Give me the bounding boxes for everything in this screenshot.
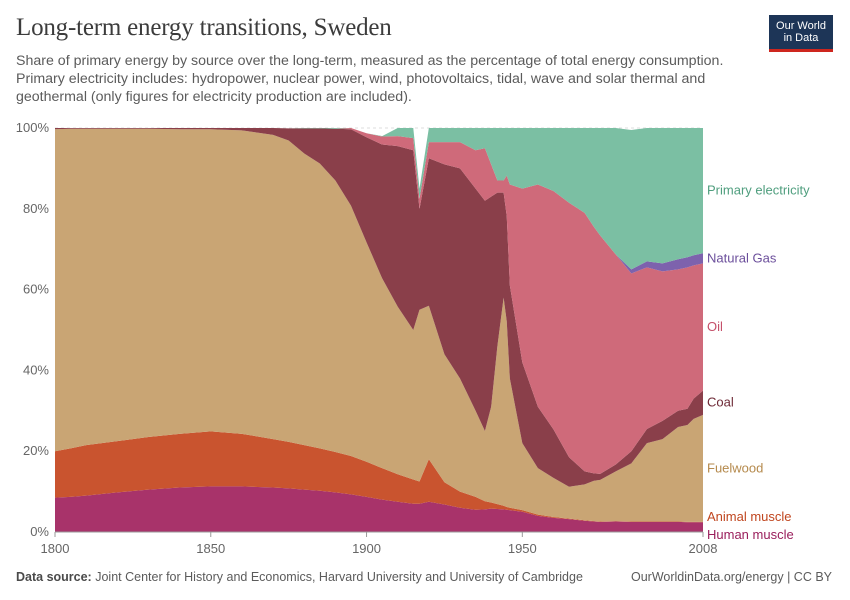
x-tick-label: 1800 xyxy=(41,541,70,556)
x-tick-label: 2008 xyxy=(689,541,718,556)
area-coal[interactable] xyxy=(55,128,703,487)
chart-subtitle: Share of primary energy by source over t… xyxy=(16,53,724,105)
label-oil: Oil xyxy=(707,319,723,334)
y-tick-label: 40% xyxy=(23,362,49,377)
y-tick-label: 60% xyxy=(23,282,49,297)
label-natural-gas: Natural Gas xyxy=(707,250,777,265)
area-fuelwood[interactable] xyxy=(55,128,703,522)
area-human-muscle[interactable] xyxy=(55,486,703,532)
y-tick-label: 0% xyxy=(30,524,49,539)
label-coal: Coal xyxy=(707,395,734,410)
y-axis-ticks: 0% 20% 40% 60% 80% 100% xyxy=(16,120,50,539)
owid-logo[interactable]: Our World in Data xyxy=(769,15,833,52)
series-labels: Primary electricity Natural Gas Oil Coal Fue… xyxy=(707,183,810,542)
x-tick-label: 1950 xyxy=(508,541,537,556)
x-tick-label: 1850 xyxy=(196,541,225,556)
data-source: Data source: Joint Center for History an… xyxy=(16,570,583,584)
area-oil[interactable] xyxy=(55,128,703,474)
label-animal-muscle: Animal muscle xyxy=(707,509,792,524)
data-source-label: Data source: xyxy=(16,570,92,584)
footer-link[interactable]: OurWorldinData.org/energy | CC BY xyxy=(630,570,832,584)
y-tick-label: 80% xyxy=(23,201,49,216)
label-fuelwood: Fuelwood xyxy=(707,460,763,475)
label-primary-electricity: Primary electricity xyxy=(707,183,810,198)
x-tick-label: 1900 xyxy=(352,541,381,556)
x-axis-ticks: 1800 1850 1900 1950 2008 xyxy=(41,531,718,556)
label-human-muscle: Human muscle xyxy=(707,527,794,542)
logo-line-1: Our World xyxy=(776,20,826,32)
area-animal-muscle[interactable] xyxy=(55,431,703,523)
logo-line-2: in Data xyxy=(783,32,819,44)
chart-title: Long-term energy transitions, Sweden xyxy=(16,14,392,41)
area-series xyxy=(55,128,703,532)
area-primary-electricity[interactable] xyxy=(55,128,703,270)
y-tick-label: 20% xyxy=(23,443,49,458)
data-source-text: Joint Center for History and Economics, … xyxy=(95,570,583,584)
y-tick-label: 100% xyxy=(16,120,50,135)
